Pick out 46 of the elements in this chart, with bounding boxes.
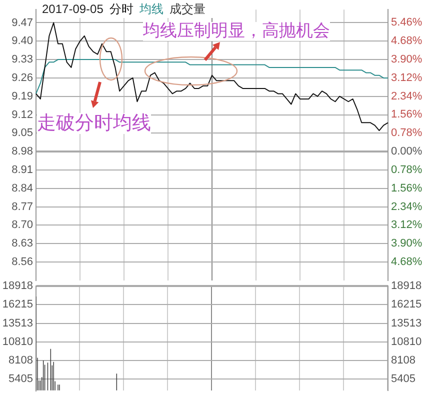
y2-tick-label: 2.34%	[391, 90, 422, 102]
y2-tick-label: 5405	[391, 373, 416, 386]
y2-tick-label: 3.12%	[391, 72, 422, 84]
y2-tick-label: 0.78%	[391, 164, 422, 176]
y-tick-label: 8.56	[12, 256, 33, 268]
y-tick-label: 8.98	[12, 146, 33, 158]
y-tick-label: 9.12	[12, 108, 33, 121]
y2-tick-label: 13513	[391, 317, 422, 330]
y-tick-label: 13513	[2, 317, 33, 330]
y2-tick-label: 1.56%	[391, 182, 422, 194]
y2-tick-label: 18918	[391, 280, 422, 292]
annotation: 走破分时均线	[37, 112, 151, 134]
y-tick-label: 8.77	[12, 200, 33, 213]
y2-tick-label: 4.68%	[391, 256, 422, 268]
y-tick-label: 16215	[2, 298, 33, 311]
text: 均线	[139, 2, 164, 16]
y2-tick-label: 0.00%	[391, 146, 422, 158]
y-tick-label: 8.91	[12, 164, 33, 176]
y2-tick-label: 2.34%	[391, 200, 422, 213]
y-tick-label: 10810	[2, 336, 33, 348]
y2-tick-label: 16215	[391, 298, 422, 311]
y2-tick-label: 3.90%	[391, 238, 422, 250]
y2-tick-label: 1.56%	[391, 108, 422, 121]
y2-tick-label: 5.46%	[391, 16, 422, 29]
annotation: 均线压制明显，高抛机会	[143, 21, 330, 41]
y-tick-label: 9.26	[12, 72, 33, 84]
y-tick-label: 5405	[8, 373, 33, 386]
y-tick-label: 8.84	[12, 182, 33, 194]
chart-title: 2017-09-05	[42, 2, 104, 16]
y-tick-label: 8.70	[12, 219, 33, 232]
y-tick-label: 9.40	[12, 35, 33, 48]
y-tick-label: 9.33	[12, 54, 33, 66]
y-tick-label: 18918	[2, 280, 33, 292]
y2-tick-label: 0.78%	[391, 127, 422, 140]
y-tick-label: 8108	[8, 354, 33, 367]
y-tick-label: 8.63	[12, 238, 33, 250]
text: 成交量	[169, 2, 206, 16]
y-tick-label: 9.47	[12, 16, 33, 29]
text: 分时	[109, 2, 134, 16]
y2-tick-label: 3.90%	[391, 53, 422, 66]
y-tick-label: 9.19	[12, 90, 33, 102]
y2-tick-label: 8108	[391, 354, 416, 367]
y2-tick-label: 10810	[391, 336, 422, 348]
y-tick-label: 9.05	[12, 127, 33, 140]
y2-tick-label: 4.68%	[391, 35, 422, 48]
y2-tick-label: 3.12%	[391, 219, 422, 232]
